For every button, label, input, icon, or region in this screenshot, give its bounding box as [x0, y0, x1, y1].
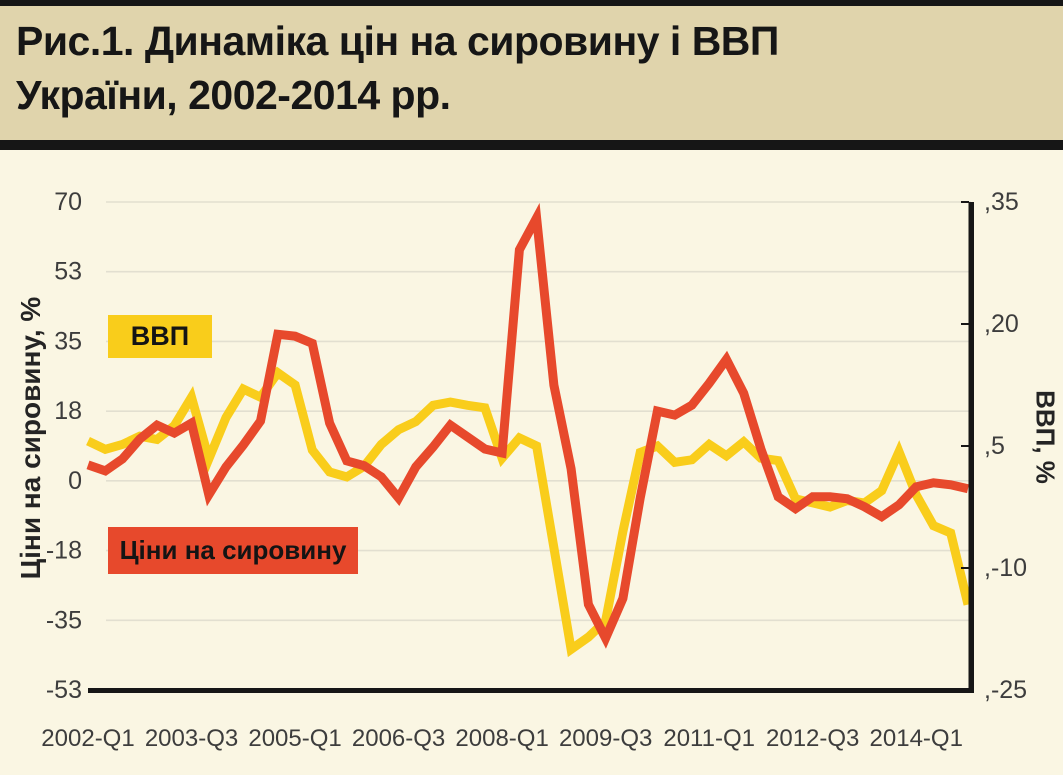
- right-axis-tick-label: ,-25: [984, 676, 1027, 704]
- left-axis-tick-label: -35: [46, 606, 82, 634]
- right-axis-tick-label: ,20: [984, 310, 1019, 338]
- x-axis-tick-label: 2006-Q3: [352, 725, 445, 752]
- legend-commodity-label: Ціни на сировину: [119, 535, 347, 565]
- top-black-strip: [0, 0, 1063, 6]
- left-axis-title: Ціни на сировину, %: [15, 296, 46, 580]
- title-line-1: Рис.1. Динаміка цін на сировину і ВВП: [16, 18, 779, 64]
- left-axis-tick-label: 35: [54, 327, 82, 355]
- x-axis-tick-label: 2011-Q1: [663, 725, 755, 752]
- x-axis-tick-label: 2014-Q1: [870, 725, 963, 752]
- commodity-prices-line: [86, 202, 970, 649]
- x-axis-tick-label: 2005-Q1: [248, 725, 341, 752]
- left-axis-tick-label: 0: [68, 467, 82, 495]
- left-axis-tick-label: -53: [46, 676, 82, 704]
- right-axis-title: ВВП, %: [1030, 390, 1061, 484]
- right-axis-tick-label: ,5: [984, 432, 1005, 460]
- legend-gdp: ВВП: [108, 315, 212, 358]
- x-axis-tick-label: 2002-Q1: [41, 725, 134, 752]
- right-axis-tick-label: ,-10: [984, 554, 1027, 582]
- left-axis-tick-label: -18: [46, 537, 82, 565]
- page-title: Рис.1. Динаміка цін на сировину і ВВП Ук…: [16, 14, 1016, 122]
- gdp-line: [86, 366, 973, 658]
- left-axis-tick-label: 53: [54, 258, 82, 286]
- x-axis-tick-label: 2012-Q3: [766, 725, 859, 752]
- x-axis-tick-label: 2003-Q3: [145, 725, 238, 752]
- x-axis-tick-label: 2009-Q3: [559, 725, 652, 752]
- legend-gdp-label: ВВП: [130, 321, 190, 351]
- right-axis-tick-label: ,35: [984, 188, 1019, 216]
- x-axis-spine: [88, 688, 974, 693]
- legend-commodity: Ціни на сировину: [108, 527, 358, 574]
- left-axis-tick-label: 18: [54, 397, 82, 425]
- left-axis-tick-label: 70: [54, 188, 82, 216]
- x-axis-tick-label: 2008-Q1: [455, 725, 548, 752]
- right-axis-spine: [968, 202, 974, 693]
- title-divider-bar: [0, 140, 1063, 150]
- title-line-2: України, 2002-2014 рр.: [16, 72, 451, 119]
- header-band: Рис.1. Динаміка цін на сировину і ВВП Ук…: [0, 6, 1063, 140]
